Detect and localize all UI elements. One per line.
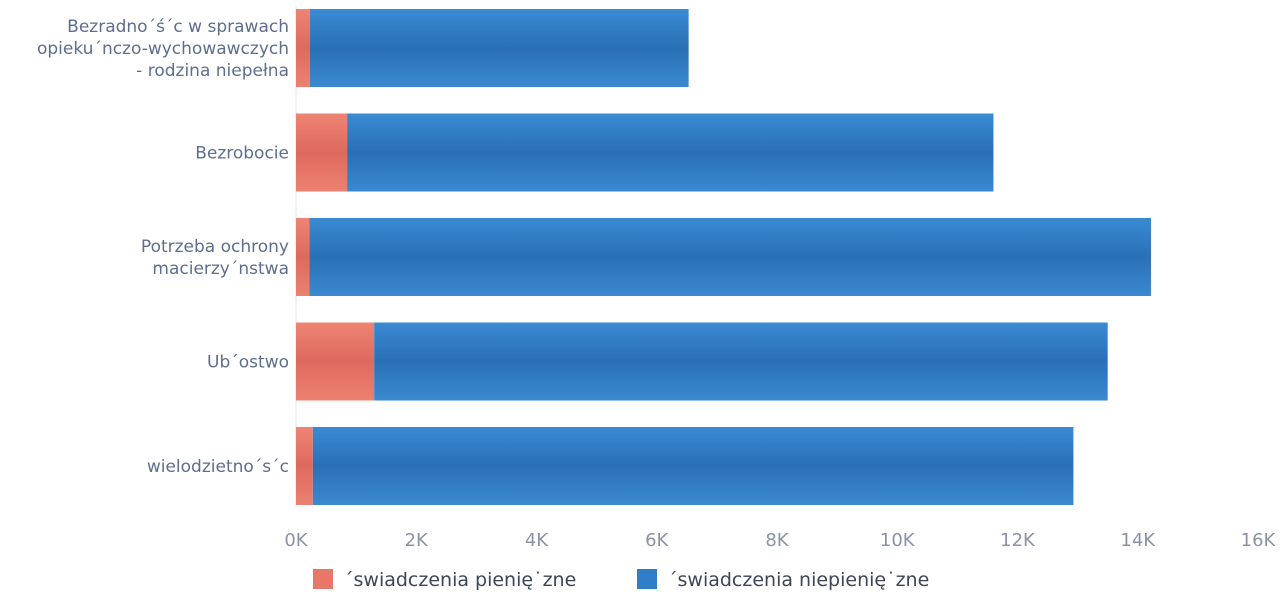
bar-segment-pieniezne-1 <box>296 113 348 192</box>
legend-label-1: ´swiadczenia niepienię˙zne <box>668 569 929 591</box>
category-label-line: Potrzeba ochrony <box>141 237 289 257</box>
category-labels: Bezradno´ś´c w sprawach opieku´nczo-wycho… <box>37 17 289 477</box>
bar-segment-pieniezne-3 <box>296 322 375 401</box>
category-label-3: Ub´ostwo <box>207 353 289 373</box>
x-axis-ticks: 0K 2K 4K 6K 8K 10K 12K 14K 16K <box>284 530 1276 551</box>
x-tick-label: 2K <box>405 530 429 551</box>
legend-swatch-0 <box>313 569 333 589</box>
category-label-line: Bezradno´ś´c w sprawach <box>67 17 289 37</box>
x-tick-label: 14K <box>1120 530 1156 551</box>
x-tick-label: 10K <box>880 530 916 551</box>
x-tick-label: 16K <box>1241 530 1277 551</box>
category-label-line: Bezrobocie <box>195 144 289 164</box>
x-tick-label: 0K <box>284 530 308 551</box>
x-tick-label: 4K <box>525 530 549 551</box>
category-label-line: - rodzina niepełna <box>136 61 289 81</box>
category-label-2: Potrzeba ochrony macierzy´nstwa <box>141 237 289 279</box>
bar-segment-niepieniezne-2 <box>309 218 1151 296</box>
category-label-1: Bezrobocie <box>195 144 289 164</box>
x-tick-label: 6K <box>645 530 669 551</box>
category-label-line: macierzy´nstwa <box>152 259 289 279</box>
bars-group <box>296 9 1151 505</box>
category-label-4: wielodzietno´s´c <box>147 457 289 477</box>
legend-swatch-1 <box>637 569 657 589</box>
legend: ´swiadczenia pienię˙zne ´swiadczenia niep… <box>313 569 929 591</box>
category-label-line: Ub´ostwo <box>207 353 289 373</box>
category-label-line: opieku´nczo-wychowawczych <box>37 39 289 59</box>
legend-label-0: ´swiadczenia pienię˙zne <box>344 569 576 591</box>
bar-segment-niepieniezne-1 <box>347 113 994 192</box>
category-label-0: Bezradno´ś´c w sprawach opieku´nczo-wycho… <box>37 17 289 81</box>
bar-segment-pieniezne-0 <box>296 9 310 87</box>
x-tick-label: 8K <box>765 530 789 551</box>
bar-segment-pieniezne-4 <box>296 427 313 505</box>
bar-segment-niepieniezne-3 <box>374 322 1108 401</box>
x-tick-label: 12K <box>1000 530 1036 551</box>
bar-segment-niepieniezne-4 <box>312 427 1074 505</box>
bar-segment-niepieniezne-0 <box>309 9 689 87</box>
bar-segment-pieniezne-2 <box>296 218 310 296</box>
category-label-line: wielodzietno´s´c <box>147 457 289 477</box>
